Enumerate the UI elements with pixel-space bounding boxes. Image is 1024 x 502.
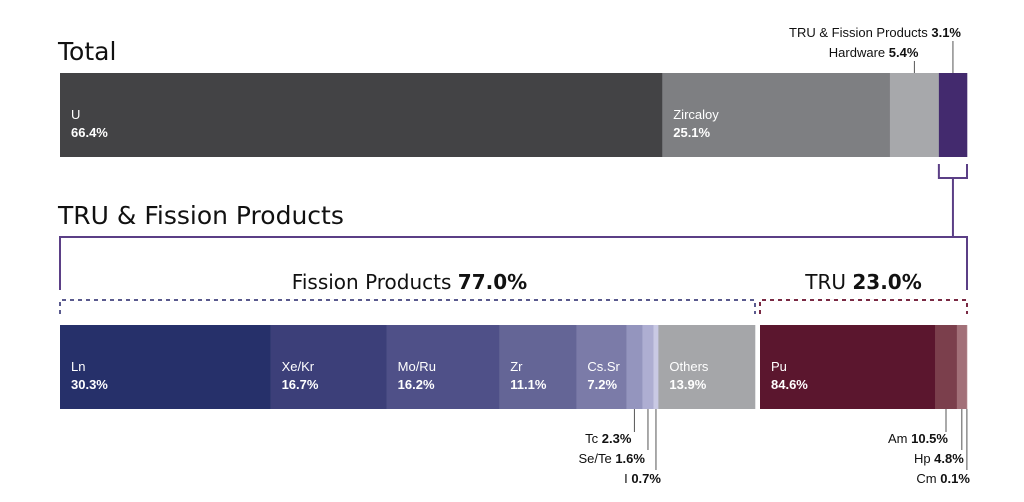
segment-label-xe-kr: Xe/Kr — [282, 359, 315, 374]
fission-products-label: Fission Products 77.0% — [292, 270, 527, 294]
brackets: Fission Products 77.0% TRU 23.0% — [59, 164, 968, 314]
callout-i: I 0.7% — [624, 471, 661, 486]
callout-am: Am 10.5% — [888, 431, 948, 446]
callout-hardware: Hardware 5.4% — [829, 45, 919, 60]
callout-tc: Tc 2.3% — [585, 431, 632, 446]
bar-segment-zr — [499, 325, 577, 409]
segment-label-others: Others — [669, 359, 709, 374]
segment-label-zircaloy: Zircaloy — [673, 107, 719, 122]
callout-cm: Cm 0.1% — [916, 471, 970, 486]
segment-value-zircaloy: 25.1% — [673, 125, 710, 140]
expansion-connector — [59, 178, 968, 290]
segment-value-zr: 11.1% — [510, 377, 547, 392]
segment-label-cs-sr: Cs.Sr — [587, 359, 620, 374]
total-bar: U 66.4% Zircaloy 25.1% — [60, 73, 968, 157]
bar-segment-cs-sr — [576, 325, 627, 409]
bar-segment-mo-ru — [386, 325, 500, 409]
bar-segment-cm — [966, 325, 968, 409]
fission-products-bracket — [59, 299, 756, 314]
bar-segment-ln — [60, 325, 271, 409]
segment-value-mo-ru: 16.2% — [398, 377, 435, 392]
bar-segment-xe-kr — [270, 325, 387, 409]
bar-segment-others — [658, 325, 756, 409]
segment-label-zr: Zr — [510, 359, 523, 374]
bar-segment-am — [935, 325, 958, 409]
tru-bar: Pu 84.6% Am 10.5% Hp 4.8% Cm 0.1% — [760, 325, 970, 486]
tru-fp-bracket — [937, 164, 968, 179]
segment-value-cs-sr: 7.2% — [587, 377, 617, 392]
total-title: Total — [57, 37, 116, 66]
segment-label-ln: Ln — [71, 359, 85, 374]
bar-segment-hp — [956, 325, 968, 409]
segment-label-u: U — [71, 107, 80, 122]
tru-bracket — [759, 299, 968, 314]
tru-fp-title: TRU & Fission Products — [57, 201, 344, 230]
callout-se-te: Se/Te 1.6% — [578, 451, 645, 466]
bar-segment-i — [653, 325, 659, 409]
segment-label-pu: Pu — [771, 359, 787, 374]
total-callouts: Hardware 5.4% TRU & Fission Products 3.1% — [789, 25, 961, 73]
tru-label: TRU 23.0% — [804, 270, 922, 294]
fission-products-bar: Ln 30.3% Xe/Kr 16.7% Mo/Ru 16.2% Zr 11.1% Cs.Sr 7… — [60, 325, 756, 486]
bar-segment-pu — [760, 325, 936, 409]
segment-value-ln: 30.3% — [71, 377, 108, 392]
bar-segment-hardware — [889, 73, 940, 157]
segment-label-mo-ru: Mo/Ru — [398, 359, 436, 374]
callout-tru-fission-products: TRU & Fission Products 3.1% — [789, 25, 961, 40]
callout-hp: Hp 4.8% — [914, 451, 964, 466]
bar-segment-u — [60, 73, 663, 157]
segment-value-xe-kr: 16.7% — [282, 377, 319, 392]
bar-segment-zircaloy — [662, 73, 891, 157]
bar-segment-tru-fission-products — [938, 73, 968, 157]
bar-segment-se-te — [642, 325, 654, 409]
segment-value-u: 66.4% — [71, 125, 108, 140]
segment-value-pu: 84.6% — [771, 377, 808, 392]
bar-segment-tc — [626, 325, 643, 409]
segment-value-others: 13.9% — [669, 377, 706, 392]
